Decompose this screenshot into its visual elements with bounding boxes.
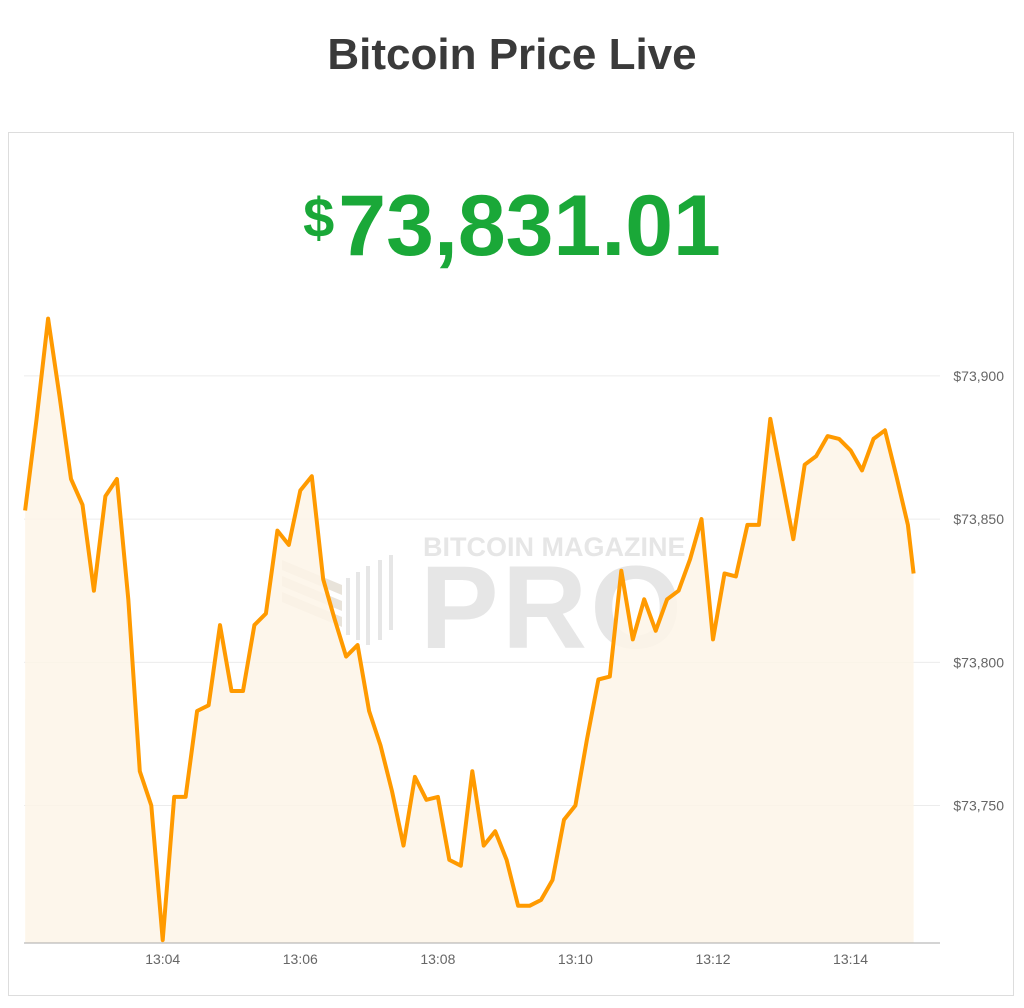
x-tick-label: 13:14 bbox=[833, 951, 868, 967]
page-title: Bitcoin Price Live bbox=[327, 30, 697, 79]
y-tick-label: $73,850 bbox=[953, 511, 1004, 527]
x-tick-label: 13:08 bbox=[420, 951, 455, 967]
current-price: $73,831.01 bbox=[0, 168, 1024, 276]
watermark-line1: BITCOIN MAGAZINE bbox=[423, 532, 686, 562]
y-tick-label: $73,750 bbox=[953, 798, 1004, 814]
price-value: 73,831.01 bbox=[338, 178, 721, 274]
x-tick-label: 13:12 bbox=[695, 951, 730, 967]
price-area-fill bbox=[25, 318, 914, 944]
x-tick-label: 13:04 bbox=[145, 951, 180, 967]
y-tick-label: $73,800 bbox=[953, 654, 1004, 670]
chart-card bbox=[8, 132, 1014, 996]
y-tick-label: $73,900 bbox=[953, 368, 1004, 384]
currency-symbol: $ bbox=[303, 186, 335, 249]
x-tick-label: 13:06 bbox=[283, 951, 318, 967]
price-line bbox=[23, 316, 916, 943]
x-tick-label: 13:10 bbox=[558, 951, 593, 967]
watermark-candles-icon bbox=[346, 555, 393, 645]
